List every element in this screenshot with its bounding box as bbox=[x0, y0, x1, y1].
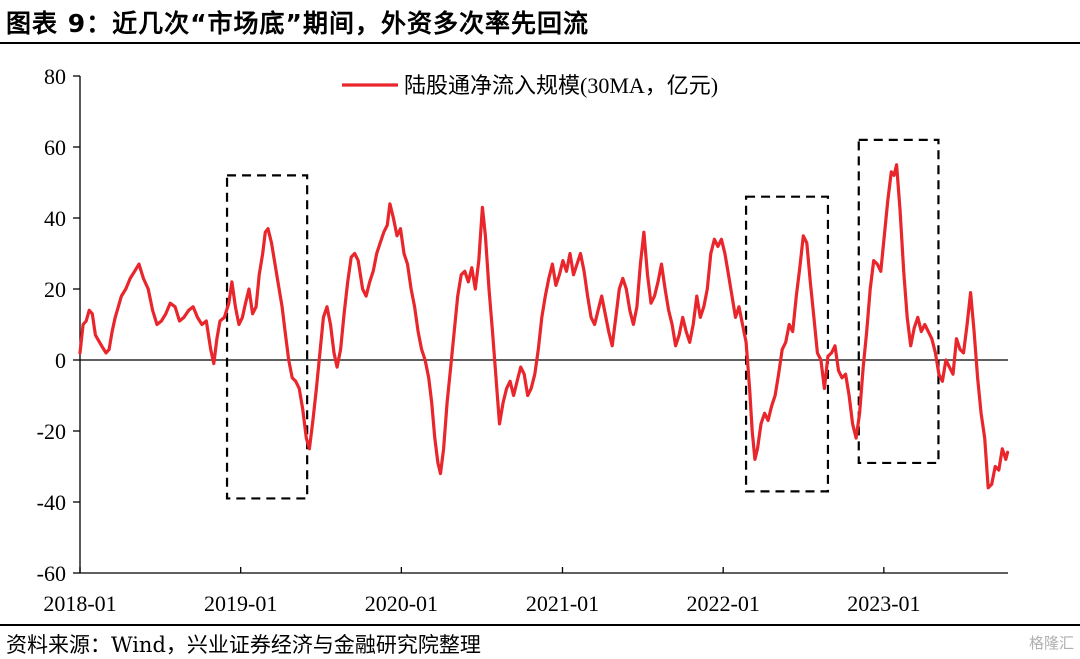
line-chart: 80 60 40 20 0 -20 -40 -60 2018-01 2019-01 2020-01… bbox=[37, 64, 1010, 616]
x-axis: 2018-01 2019-01 2020-01 2021-01 2022-01 2023-… bbox=[43, 567, 1008, 616]
y-tick-label: 20 bbox=[44, 277, 66, 302]
title-rule bbox=[0, 42, 1080, 44]
y-tick-label: -40 bbox=[37, 490, 66, 515]
highlight-box bbox=[857, 138, 940, 465]
x-tick-label: 2022-01 bbox=[687, 591, 760, 616]
source-note: 资料来源：Wind，兴业证券经济与金融研究院整理 bbox=[6, 633, 481, 657]
y-tick-label: -20 bbox=[37, 419, 66, 444]
y-axis: 80 60 40 20 0 -20 -40 -60 bbox=[37, 64, 81, 586]
x-tick-label: 2021-01 bbox=[526, 591, 599, 616]
legend-label: 陆股通净流入规模(30MA，亿元) bbox=[404, 73, 718, 98]
y-tick-label: 80 bbox=[44, 64, 66, 89]
series-line bbox=[78, 163, 1010, 490]
x-tick-label: 2019-01 bbox=[204, 591, 277, 616]
legend: 陆股通净流入规模(30MA，亿元) bbox=[342, 73, 718, 98]
y-tick-label: -60 bbox=[37, 561, 66, 586]
highlight-box bbox=[225, 174, 309, 500]
series-layer bbox=[78, 163, 1010, 490]
footer-rule bbox=[0, 624, 1080, 626]
x-tick-label: 2023-01 bbox=[847, 591, 920, 616]
watermark: 格隆汇 bbox=[1028, 634, 1074, 652]
y-tick-label: 0 bbox=[55, 348, 66, 373]
y-tick-label: 40 bbox=[44, 206, 66, 231]
figure-title: 图表 9：近几次“市场底”期间，外资多次率先回流 bbox=[6, 9, 589, 38]
y-tick-label: 60 bbox=[44, 135, 66, 160]
highlight-boxes bbox=[225, 138, 940, 500]
x-tick-label: 2018-01 bbox=[43, 591, 116, 616]
x-tick-label: 2020-01 bbox=[365, 591, 438, 616]
